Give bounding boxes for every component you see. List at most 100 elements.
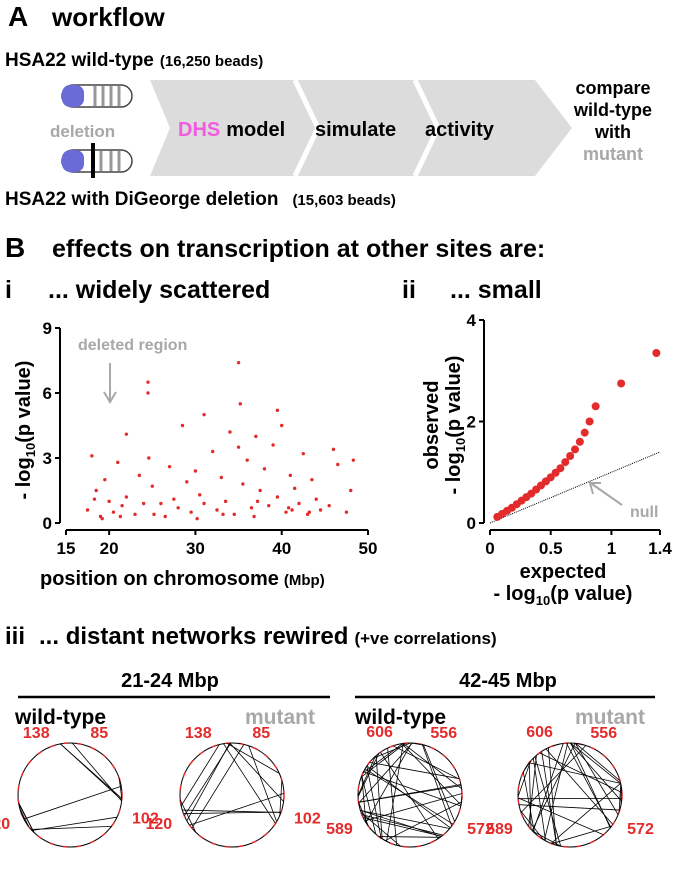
- point: [103, 477, 107, 482]
- chord: [361, 775, 367, 823]
- chord: [60, 743, 123, 801]
- chord: [534, 756, 562, 847]
- label-part: model: [226, 119, 285, 141]
- point: [297, 501, 301, 506]
- node-label: 138: [185, 725, 212, 742]
- workflow-steps: DHS model simulate activity: [178, 119, 495, 141]
- label-part: activity: [425, 119, 495, 141]
- label-part: - log: [443, 452, 465, 494]
- genome-label: HSA22 wild-type (16,250 beads): [5, 50, 263, 71]
- point: [107, 499, 111, 504]
- chord: [358, 801, 369, 827]
- point: [176, 506, 180, 510]
- node-label: 606: [526, 724, 553, 741]
- chord: [369, 761, 460, 780]
- point: [189, 510, 193, 514]
- point: [180, 423, 185, 428]
- sub-title: iii ... distant networks rewired (+ve corr…: [5, 623, 497, 650]
- point: [228, 430, 232, 434]
- chord: [524, 761, 531, 771]
- compare-label: compare: [575, 78, 650, 98]
- chord: [528, 755, 537, 827]
- network-circle-nodes: [357, 742, 463, 848]
- point: [152, 512, 156, 517]
- chord: [180, 744, 220, 807]
- point: [221, 512, 225, 517]
- x-axis-label: expected: [520, 561, 607, 583]
- chord: [183, 742, 232, 817]
- point: [280, 423, 284, 428]
- compare-label: mutant: [583, 144, 643, 164]
- chord: [360, 810, 450, 829]
- sub-title: ... widely scattered: [48, 276, 270, 304]
- point: [318, 508, 323, 512]
- y-tick-label: 9: [43, 319, 52, 338]
- chord: [373, 742, 411, 759]
- label-part: iii: [5, 623, 25, 650]
- x-tick-label: 0: [485, 539, 494, 558]
- chord: [552, 743, 561, 747]
- point: [124, 495, 129, 499]
- x-axis-label: position on chromosome (Mbp): [40, 568, 325, 590]
- panel-title: effects on transcription at other sites …: [52, 235, 545, 263]
- x-tick-label: 40: [272, 539, 291, 558]
- chord: [19, 809, 22, 814]
- chord: [392, 745, 460, 780]
- point: [159, 501, 163, 506]
- condition-label: mutant: [575, 706, 645, 729]
- point: [111, 510, 116, 514]
- point: [163, 514, 167, 519]
- point: [172, 497, 176, 501]
- point: [195, 516, 199, 521]
- node-label: 556: [430, 725, 457, 742]
- chord: [279, 774, 282, 778]
- point: [202, 501, 206, 506]
- chord: [366, 765, 451, 829]
- chord: [20, 812, 30, 827]
- point: [223, 499, 228, 504]
- point: [133, 512, 137, 517]
- point: [288, 473, 293, 478]
- chord: [518, 804, 620, 811]
- point: [336, 462, 340, 467]
- point: [652, 348, 661, 357]
- chord: [576, 743, 586, 746]
- point: [193, 469, 198, 473]
- point: [118, 514, 123, 519]
- point: [147, 456, 151, 460]
- chord: [31, 816, 118, 831]
- point: [301, 451, 305, 456]
- y-tick-label: 0: [467, 514, 476, 533]
- x-tick-label: 30: [186, 539, 205, 558]
- label-part: (16,250 beads): [160, 53, 263, 70]
- node-label: 102: [132, 811, 159, 828]
- chord: [547, 747, 557, 846]
- node-label: 589: [486, 821, 513, 838]
- chord: [570, 742, 621, 784]
- label-part: HSA22 with DiGeorge deletion: [5, 189, 278, 210]
- region-label: 42-45 Mbp: [459, 670, 557, 692]
- panel-title: workflow: [51, 2, 165, 32]
- chord: [517, 797, 604, 836]
- network-circle-nodes: [517, 742, 623, 848]
- point: [585, 417, 594, 426]
- point: [94, 488, 98, 493]
- node-label: 572: [627, 821, 654, 838]
- chord: [575, 742, 621, 782]
- label-part: (+ve correlations): [354, 629, 496, 648]
- point: [245, 458, 249, 462]
- point: [561, 458, 570, 467]
- condition-label: wild-type: [354, 706, 446, 729]
- sub-label: i: [5, 276, 12, 304]
- chord: [529, 762, 621, 784]
- panel-label: A: [8, 1, 28, 32]
- point: [236, 445, 241, 449]
- point: [290, 508, 294, 512]
- point: [219, 475, 224, 480]
- chord: [520, 745, 587, 813]
- chord: [550, 782, 621, 844]
- chord: [223, 743, 276, 824]
- point: [331, 447, 336, 452]
- label-part: - log: [13, 457, 35, 499]
